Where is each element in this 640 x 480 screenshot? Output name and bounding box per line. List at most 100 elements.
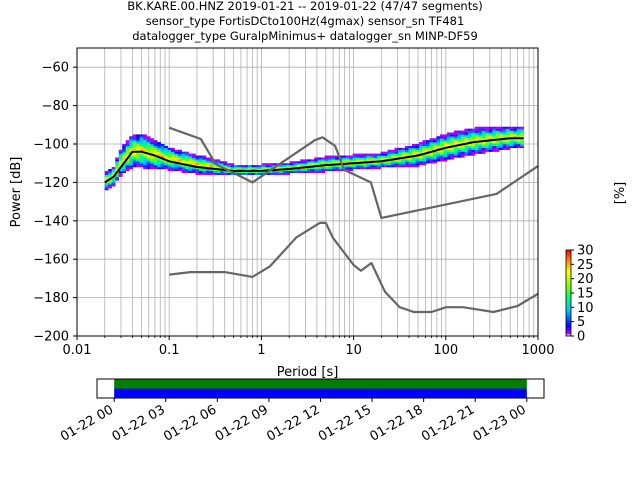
y-tick-label: −200 (33, 330, 69, 345)
density-cell (516, 126, 521, 129)
density-cell (509, 140, 514, 143)
density-cell (391, 153, 395, 156)
density-cell (122, 151, 127, 154)
density-cell (171, 167, 175, 170)
density-cell (520, 140, 525, 143)
density-cell (181, 168, 186, 172)
density-cell (240, 170, 245, 173)
density-cell (502, 142, 507, 145)
colorbar-segment (566, 254, 571, 257)
density-cell (219, 161, 224, 164)
density-cell (178, 151, 182, 154)
density-cell (415, 147, 420, 150)
density-cell (380, 161, 385, 164)
density-cell (516, 145, 521, 149)
density-cell (488, 128, 493, 131)
density-cell (335, 161, 339, 164)
density-cell (108, 174, 113, 177)
density-cell (429, 138, 434, 141)
density-cell (192, 157, 196, 160)
density-cell (171, 165, 175, 168)
density-cell (268, 165, 273, 168)
density-cell (405, 151, 409, 154)
density-cell (478, 134, 483, 137)
density-cell (139, 153, 144, 156)
density-cell (143, 167, 147, 170)
density-cell (132, 144, 137, 147)
density-cell (488, 145, 493, 149)
density-cell (251, 172, 256, 175)
density-cell (192, 153, 196, 156)
density-cell (446, 140, 451, 143)
density-cell (499, 144, 504, 147)
density-cell (520, 130, 525, 133)
density-cell (171, 157, 175, 160)
noise-model-high (168, 126, 539, 219)
density-cell (272, 165, 277, 168)
density-cell (181, 161, 186, 164)
density-cell (436, 151, 441, 154)
density-cell (478, 142, 483, 145)
density-cell (164, 153, 168, 156)
density-cell (202, 170, 207, 173)
density-cell (317, 163, 322, 166)
density-cell (373, 153, 378, 156)
timeline-bar (114, 388, 527, 398)
density-cell (509, 145, 514, 149)
density-cell (502, 128, 507, 131)
density-cell (408, 161, 413, 164)
density-cell (446, 157, 451, 160)
density-cell (129, 161, 133, 164)
density-cell (275, 172, 280, 175)
density-cell (509, 132, 514, 135)
density-cell (345, 157, 350, 160)
density-cell (199, 168, 203, 172)
density-cell (195, 155, 200, 158)
density-cell (164, 161, 168, 164)
density-cell (457, 149, 462, 152)
density-cell (380, 153, 385, 156)
density-cell (478, 132, 483, 135)
density-cell (464, 128, 469, 131)
density-cell (432, 145, 437, 149)
density-cell (481, 144, 486, 147)
density-cell (457, 134, 462, 137)
density-cell (153, 163, 158, 166)
density-cell (164, 167, 168, 170)
y-tick-label: −100 (33, 138, 69, 153)
density-cell (153, 161, 158, 164)
timeline-tick-label: 01-22 06 (161, 402, 219, 444)
density-cell (174, 167, 179, 170)
density-cell (289, 168, 294, 172)
density-cell (443, 138, 448, 141)
density-cell (429, 161, 434, 164)
density-cell (495, 128, 500, 131)
density-cell (453, 142, 458, 145)
density-cell (443, 149, 448, 152)
density-cell (474, 147, 479, 150)
density-cell (450, 138, 455, 141)
density-cell (171, 159, 175, 162)
density-cell (391, 155, 395, 158)
density-cell (335, 159, 339, 162)
density-cell (453, 151, 458, 154)
density-cell (443, 134, 448, 137)
timeline-tick-label: 01-22 15 (316, 402, 374, 444)
density-cell (366, 153, 371, 156)
density-cell (499, 134, 504, 137)
density-cell (153, 159, 158, 162)
density-cell (143, 144, 147, 147)
density-cell (418, 161, 423, 164)
density-cell (157, 165, 161, 168)
density-cell (460, 138, 465, 141)
density-cell (335, 167, 339, 170)
colorbar-segment (566, 282, 571, 285)
density-cell (499, 142, 504, 145)
density-cell (171, 151, 175, 154)
density-cell (467, 138, 472, 141)
timeline-tick-label: 01-22 00 (58, 402, 116, 444)
density-cell (363, 155, 367, 158)
density-cell (146, 155, 151, 158)
density-cell (453, 140, 458, 143)
density-cell (160, 161, 165, 164)
